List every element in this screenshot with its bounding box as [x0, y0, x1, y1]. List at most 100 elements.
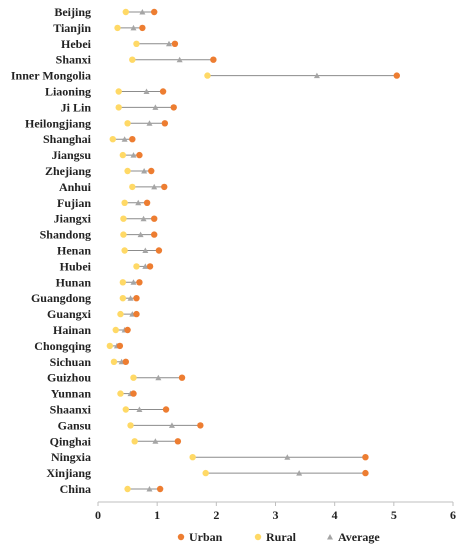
- row-hebei: Hebei: [61, 37, 179, 51]
- urban-point: [174, 438, 182, 445]
- rural-point: [112, 326, 119, 334]
- rural-point: [119, 279, 127, 286]
- urban-point: [171, 40, 179, 47]
- rural-point: [115, 88, 122, 95]
- average-point: [176, 56, 183, 63]
- legend-marker: [177, 533, 185, 541]
- category-label: Chongqing: [34, 339, 91, 353]
- row-heilongjiang: Heilongjiang: [25, 116, 169, 130]
- row-sichuan: Sichuan: [50, 355, 130, 369]
- chart-rows: Beijing Tianjin Hebei Shanxi Inner Mongolia L…: [11, 5, 400, 496]
- rural-point: [131, 438, 138, 445]
- rural-point: [124, 120, 131, 127]
- average-point: [121, 136, 128, 142]
- urban-point: [156, 485, 164, 493]
- average-point: [146, 486, 153, 492]
- average-point: [130, 24, 137, 31]
- rural-point: [124, 167, 131, 175]
- row-hubei: Hubei: [60, 259, 154, 273]
- urban-point: [161, 183, 168, 191]
- rural-point: [119, 295, 127, 302]
- average-point: [155, 374, 162, 381]
- rural-point: [110, 358, 118, 365]
- row-jiangxi: Jiangxi: [54, 212, 158, 226]
- row-beijing: Beijing: [54, 5, 158, 19]
- rural-point: [120, 215, 127, 222]
- legend-marker: [254, 533, 262, 541]
- average-point: [142, 263, 149, 269]
- urban-point: [136, 151, 143, 159]
- x-tick-label: 2: [213, 508, 219, 522]
- legend-item-urban: Urban: [177, 530, 223, 544]
- urban-point: [155, 247, 163, 254]
- row-china: China: [60, 482, 164, 496]
- urban-point: [151, 8, 158, 16]
- category-label: Jiangxi: [54, 212, 92, 226]
- category-label: Shanghai: [43, 132, 92, 146]
- urban-point: [143, 199, 151, 206]
- category-label: Henan: [57, 244, 91, 258]
- rural-point: [122, 8, 130, 16]
- average-point: [143, 88, 150, 94]
- category-label: Guangdong: [31, 291, 91, 305]
- category-label: Yunnan: [51, 387, 92, 401]
- rural-point: [129, 56, 136, 63]
- urban-point: [162, 406, 170, 413]
- urban-point: [129, 136, 136, 143]
- x-axis: 0 1 2 3 4 5 6: [95, 501, 456, 522]
- category-label: Tianjin: [53, 21, 91, 35]
- row-gansu: Gansu: [58, 418, 204, 432]
- urban-point: [362, 469, 369, 477]
- rural-point: [117, 390, 124, 397]
- row-liaoning: Liaoning: [45, 85, 167, 99]
- legend-label: Urban: [189, 530, 223, 544]
- category-label: Guizhou: [47, 371, 91, 385]
- category-label: Shaanxi: [50, 403, 92, 417]
- category-label: Inner Mongolia: [11, 69, 91, 83]
- x-tick-label: 4: [332, 508, 338, 522]
- category-label: Jiangsu: [52, 148, 92, 162]
- row-xinjiang: Xinjiang: [46, 466, 369, 480]
- rural-point: [117, 310, 124, 318]
- average-point: [127, 295, 134, 301]
- row-qinghai: Qinghai: [50, 434, 182, 448]
- urban-point: [130, 390, 137, 397]
- average-point: [142, 247, 149, 253]
- rural-point: [202, 469, 209, 477]
- average-point: [166, 40, 172, 47]
- category-label: Gansu: [58, 418, 92, 432]
- row-guangdong: Guangdong: [31, 291, 140, 305]
- rural-point: [115, 104, 122, 111]
- urban-point: [146, 263, 154, 270]
- category-label: Hainan: [53, 323, 91, 337]
- urban-point: [197, 422, 204, 429]
- urban-point: [161, 120, 169, 127]
- average-point: [152, 104, 159, 110]
- rural-point: [121, 247, 128, 254]
- row-tianjin: Tianjin: [53, 21, 146, 35]
- rural-point: [120, 231, 127, 238]
- row-jiangsu: Jiangsu: [52, 148, 143, 162]
- category-label: Qinghai: [50, 434, 92, 448]
- urban-point: [362, 454, 369, 461]
- row-shandong: Shandong: [40, 228, 158, 242]
- row-fujian: Fujian: [57, 196, 151, 210]
- category-label: China: [60, 482, 91, 496]
- urban-point: [393, 72, 400, 79]
- row-guizhou: Guizhou: [47, 371, 186, 385]
- row-ningxia: Ningxia: [51, 450, 369, 464]
- urban-point: [151, 231, 158, 238]
- average-point: [284, 454, 291, 460]
- rural-point: [189, 454, 196, 461]
- urban-point: [122, 358, 130, 365]
- row-shanxi: Shanxi: [56, 53, 217, 67]
- average-point: [151, 183, 158, 190]
- legend-label: Average: [338, 530, 380, 544]
- rural-point: [119, 151, 127, 159]
- rural-point: [127, 422, 134, 429]
- category-label: Fujian: [57, 196, 91, 210]
- average-point: [130, 152, 137, 158]
- category-label: Guangxi: [47, 307, 92, 321]
- x-tick-label: 1: [154, 508, 160, 522]
